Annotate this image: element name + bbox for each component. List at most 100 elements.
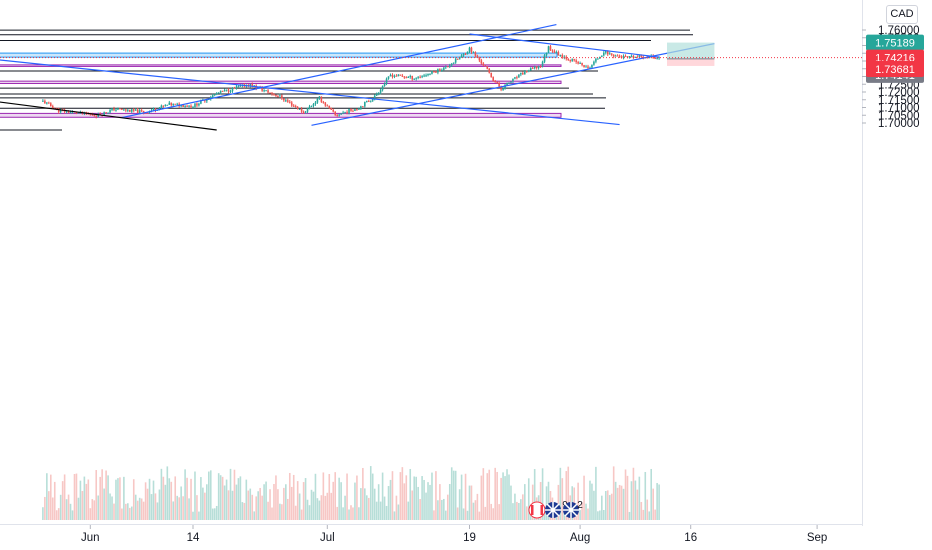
candle-body (464, 53, 467, 55)
volume-bar (57, 508, 60, 520)
volume-bar (308, 505, 311, 520)
volume-bar (318, 500, 321, 520)
volume-bar (470, 485, 473, 520)
candle-body (330, 107, 333, 110)
volume-bar (502, 472, 504, 520)
trend-line[interactable] (0, 97, 217, 131)
price-tick-label: 1.70500 (878, 110, 920, 122)
candle-body (192, 106, 194, 108)
volume-bar (364, 488, 366, 520)
volume-bar (288, 472, 291, 520)
trend-line[interactable] (121, 23, 557, 119)
candle-body (369, 100, 372, 102)
volume-bar (654, 509, 656, 520)
demand-zone[interactable] (0, 52, 558, 58)
candle-body (448, 65, 451, 67)
candle-body (119, 108, 121, 110)
volume-bar (233, 469, 236, 520)
candle-body (620, 56, 623, 58)
volume-bar (622, 488, 625, 520)
position-target-zone[interactable] (667, 42, 715, 59)
supply-zone[interactable] (0, 112, 562, 118)
candle-body (190, 105, 192, 108)
volume-bar (338, 477, 340, 520)
volume-bar (69, 503, 72, 520)
volume-bar (603, 509, 605, 520)
candle-body (132, 109, 135, 111)
candle-body (233, 87, 236, 89)
candle-body (445, 66, 447, 68)
volume-bar (71, 510, 74, 520)
candle-body (340, 113, 342, 115)
horizontal-zones (0, 52, 562, 118)
candle-body (377, 92, 380, 95)
volume-bar (624, 469, 627, 520)
supply-zone[interactable] (0, 64, 562, 67)
volume-bar (373, 488, 376, 520)
candle-body (482, 63, 485, 66)
trend-line[interactable] (0, 58, 620, 126)
candle-body (308, 106, 311, 109)
trend-line[interactable] (469, 33, 660, 58)
position-stop-zone[interactable] (667, 58, 715, 66)
candle-body (399, 74, 402, 76)
candle-body (452, 62, 455, 64)
candle-body (364, 102, 366, 107)
target-price-tag-text: 1.75189 (875, 38, 915, 50)
volume-bar (458, 489, 461, 520)
volume-bar (579, 510, 581, 520)
candle-body (160, 105, 163, 108)
stop-price-tag[interactable]: 1.73681 (866, 60, 924, 77)
candle-body (298, 108, 301, 110)
volume-bar (107, 475, 109, 520)
volume-bar (117, 478, 119, 520)
candle-body (142, 110, 145, 113)
candle-body (433, 71, 435, 73)
volume-bar (452, 470, 455, 520)
volume-bar (229, 468, 232, 520)
candle-body (502, 88, 504, 90)
candle-body (583, 65, 585, 68)
volume-bar (148, 478, 151, 520)
target-price-tag[interactable]: 1.75189 (866, 34, 924, 51)
volume-bar (476, 493, 479, 520)
volume-bar (316, 498, 319, 520)
candle-body (352, 110, 354, 112)
candle-body (581, 62, 583, 66)
volume-bar (200, 477, 202, 520)
volume-bar (174, 476, 177, 520)
volume-bar (192, 511, 194, 520)
trend-line[interactable] (311, 43, 715, 126)
volume-bar (55, 510, 58, 520)
candle-body (492, 77, 494, 81)
volume-bar (585, 503, 587, 520)
volume-bar (450, 467, 453, 520)
volume-bar (358, 507, 360, 520)
candle-body (269, 92, 271, 94)
volume-bar (267, 501, 269, 520)
candle-body (117, 108, 119, 110)
volume-bar (132, 479, 135, 520)
currency-label[interactable]: CAD (886, 5, 918, 24)
volume-bar (506, 469, 508, 520)
candle-body (123, 109, 125, 111)
candle-body (300, 108, 303, 112)
candle-body (595, 58, 597, 62)
candle-body (217, 92, 220, 94)
candle-body (652, 55, 654, 59)
candle-body (401, 75, 404, 77)
time-tick-label: Sep (807, 532, 827, 544)
price-levels (0, 29, 693, 131)
candle-body (480, 60, 483, 64)
volume-bar (500, 477, 502, 520)
volume-bar (186, 477, 188, 520)
volume-bar (324, 495, 327, 520)
candle-body (215, 93, 218, 95)
candle-body (389, 74, 392, 77)
price-tick-label: 1.72000 (878, 87, 920, 99)
volume-bar (593, 490, 595, 520)
volume-bar (346, 473, 348, 520)
volume-bar (119, 477, 121, 520)
volume-bar (496, 471, 498, 520)
